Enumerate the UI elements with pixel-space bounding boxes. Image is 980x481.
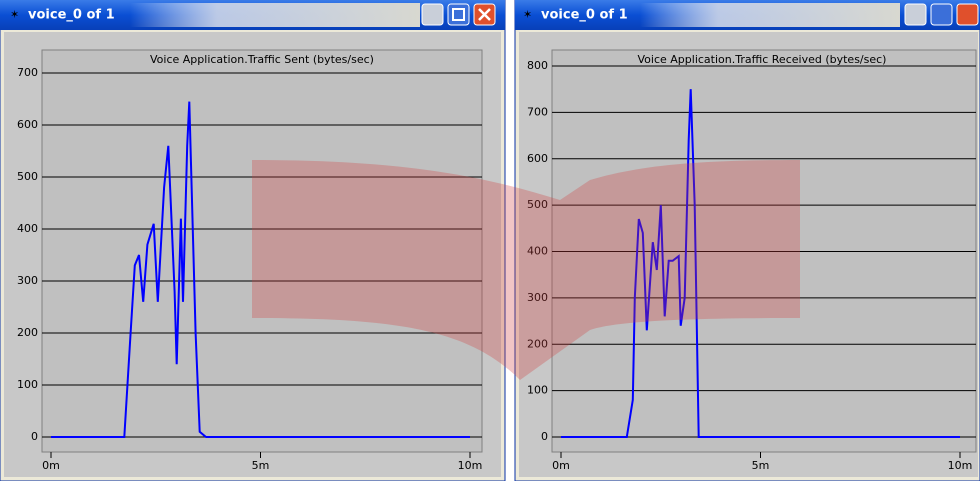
y-tick-label: 300: [17, 274, 38, 287]
x-tick-label: 0m: [42, 459, 60, 472]
window-title: voice_0 of 1: [541, 8, 628, 23]
chart-title: Voice Application.Traffic Sent (bytes/se…: [150, 53, 374, 66]
x-tick-label: 10m: [458, 459, 483, 472]
y-tick-label: 600: [527, 152, 548, 165]
y-tick-label: 500: [17, 170, 38, 183]
maximize-button[interactable]: [448, 4, 469, 25]
chart-title: Voice Application.Traffic Received (byte…: [638, 53, 887, 66]
y-tick-label: 100: [17, 378, 38, 391]
close-button[interactable]: [957, 4, 978, 25]
y-tick-label: 800: [527, 59, 548, 72]
y-tick-label: 0: [31, 430, 38, 443]
x-tick-label: 5m: [752, 459, 770, 472]
x-tick-label: 0m: [552, 459, 570, 472]
x-tick-label: 10m: [948, 459, 973, 472]
y-tick-label: 400: [17, 222, 38, 235]
window-icon: ✶: [523, 8, 532, 21]
minimize-button[interactable]: [905, 4, 926, 25]
window-icon: ✶: [10, 8, 19, 21]
screen: ✶ voice_0 of 1 ✶ voice_0 of 1 Voice Appl…: [0, 0, 980, 481]
y-tick-label: 700: [527, 105, 548, 118]
minimize-button[interactable]: [422, 4, 443, 25]
y-tick-label: 0: [541, 430, 548, 443]
maximize-button[interactable]: [931, 4, 952, 25]
y-tick-label: 100: [527, 384, 548, 397]
y-tick-label: 600: [17, 118, 38, 131]
title-bar-fade: [130, 3, 420, 27]
x-tick-label: 5m: [252, 459, 270, 472]
window-title: voice_0 of 1: [28, 8, 115, 23]
y-tick-label: 200: [17, 326, 38, 339]
y-tick-label: 700: [17, 66, 38, 79]
title-bar-fade: [640, 3, 900, 27]
